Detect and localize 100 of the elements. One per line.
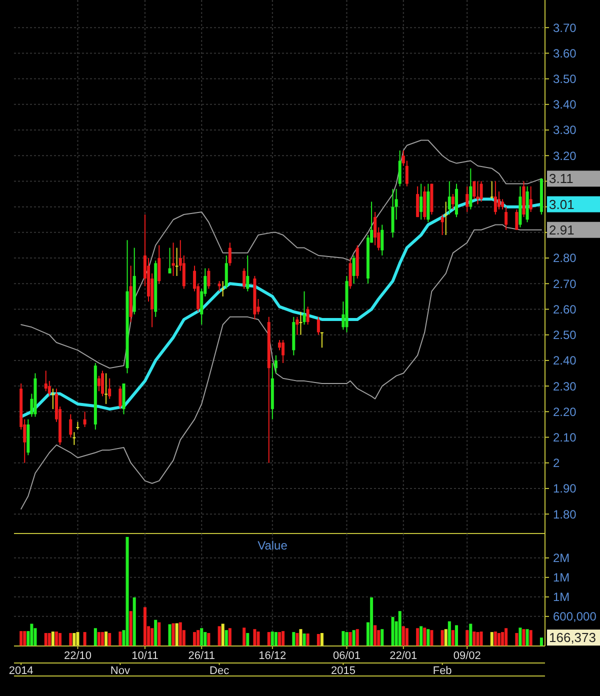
y-tick-label: 3.20 — [553, 148, 577, 163]
bar — [175, 623, 178, 646]
candlestick — [118, 386, 122, 410]
bar — [58, 633, 62, 646]
bar — [168, 624, 172, 646]
bar — [296, 633, 299, 646]
x-tick-label: 22/01 — [390, 650, 418, 662]
bar — [529, 630, 532, 646]
annotation: 166,373 — [549, 630, 596, 646]
bar — [320, 633, 324, 646]
text: Value — [258, 538, 288, 552]
bar — [204, 632, 207, 646]
bar — [466, 630, 469, 646]
annotation: 3.01 — [549, 196, 574, 212]
bar — [356, 629, 359, 646]
bar — [23, 631, 26, 646]
candlestick — [480, 180, 483, 202]
bar — [97, 632, 100, 646]
candlestick — [101, 370, 104, 397]
bar — [416, 628, 420, 646]
bar — [274, 632, 278, 646]
candlestick — [207, 268, 210, 290]
y-tick-label: 3.30 — [553, 123, 577, 138]
bar — [451, 630, 454, 646]
x-tick-label: 10/11 — [132, 650, 158, 662]
bar — [200, 628, 204, 646]
candlestick — [104, 372, 108, 404]
y-tick-label: 2.30 — [553, 379, 577, 394]
candlestick — [348, 258, 352, 290]
bar — [196, 630, 200, 646]
y-tick-label: 2 — [553, 456, 560, 470]
bar — [345, 632, 348, 646]
bar — [504, 628, 508, 646]
bar — [316, 634, 320, 646]
bar — [256, 632, 260, 646]
bar — [218, 626, 221, 646]
candlestick — [296, 316, 299, 336]
y-tick-label: 2M — [553, 551, 570, 566]
bar — [302, 634, 306, 646]
y-tick-label: 2.50 — [553, 328, 577, 342]
bar — [391, 616, 394, 646]
bar — [430, 630, 434, 646]
candlestick — [51, 388, 54, 410]
candlestick — [497, 190, 500, 210]
bar — [54, 632, 58, 646]
line-series — [20, 224, 542, 510]
candlestick — [466, 186, 469, 212]
bar — [150, 628, 154, 646]
candlestick — [451, 194, 454, 210]
bar — [104, 632, 108, 646]
candlestick — [72, 432, 76, 446]
candlestick — [398, 150, 402, 187]
x-tick-label: 09/02 — [453, 650, 481, 662]
y-tick-label: 2.70 — [553, 276, 577, 291]
bar — [352, 630, 356, 646]
x2-tick-label: 2014 — [8, 665, 34, 677]
candlestick — [218, 280, 221, 292]
x2-tick-label: Nov — [110, 665, 130, 677]
candlestick — [282, 339, 285, 364]
bar — [242, 628, 246, 646]
x-tick-label: 16/12 — [258, 650, 286, 662]
candlestick — [320, 332, 324, 348]
candlestick — [83, 411, 86, 428]
annotation: 3.11 — [549, 171, 574, 186]
bar — [374, 625, 377, 646]
y-tick-label: 2.80 — [553, 251, 577, 266]
bar — [423, 628, 426, 646]
bar — [246, 633, 250, 646]
bar — [44, 633, 48, 646]
bar — [118, 632, 122, 646]
bar — [540, 638, 543, 646]
y-tick-label: 600,000 — [553, 610, 597, 624]
candlestick — [490, 180, 494, 200]
y-tick-label: 2.20 — [553, 404, 577, 419]
y-tick-label: 3.40 — [553, 98, 577, 112]
candlestick — [440, 214, 444, 236]
candlestick — [108, 378, 112, 400]
bar — [455, 625, 458, 646]
y-tick-label: 2.10 — [553, 430, 577, 444]
bar — [69, 633, 72, 646]
bar — [207, 633, 210, 646]
x2-tick-label: Dec — [210, 665, 230, 677]
candlestick — [224, 254, 228, 290]
y-tick-label: 1M — [553, 590, 570, 604]
bar — [426, 629, 430, 646]
candlestick — [416, 186, 420, 218]
bar — [48, 633, 51, 646]
bar — [402, 626, 405, 646]
bar — [126, 536, 129, 646]
bar — [348, 632, 352, 646]
x2-tick-label: 2015 — [330, 665, 356, 677]
bar — [129, 611, 132, 646]
bar — [178, 622, 182, 646]
bar — [228, 628, 232, 646]
bar — [30, 624, 34, 646]
bar — [72, 633, 76, 646]
candlestick — [172, 242, 175, 276]
candlestick — [221, 280, 224, 297]
candlestick — [515, 208, 518, 230]
bar — [476, 632, 480, 646]
